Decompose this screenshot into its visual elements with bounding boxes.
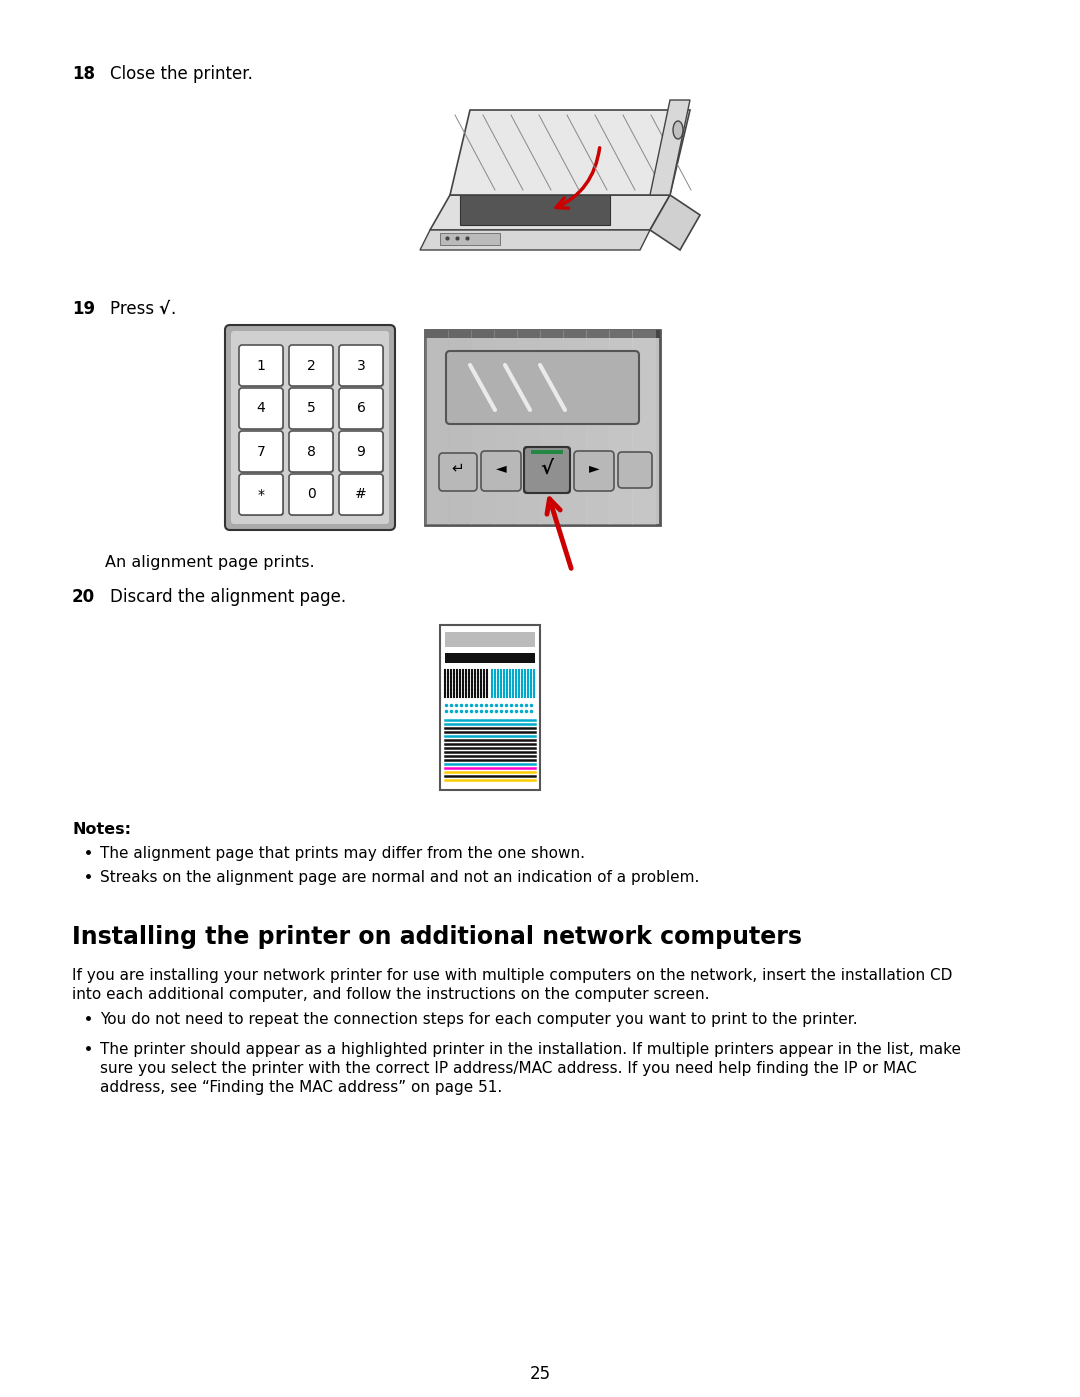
Text: 6: 6: [356, 401, 365, 415]
FancyBboxPatch shape: [340, 388, 384, 430]
FancyBboxPatch shape: [291, 432, 334, 474]
Bar: [445, 652, 535, 664]
FancyBboxPatch shape: [239, 432, 283, 472]
Text: An alignment page prints.: An alignment page prints.: [105, 555, 314, 570]
Text: The printer should appear as a highlighted printer in the installation. If multi: The printer should appear as a highlight…: [100, 1042, 961, 1058]
Text: 0: 0: [307, 488, 315, 502]
Text: 20: 20: [72, 588, 95, 606]
Bar: [426, 330, 449, 525]
Text: address, see “Finding the MAC address” on page 51.: address, see “Finding the MAC address” o…: [100, 1080, 502, 1095]
FancyBboxPatch shape: [240, 475, 284, 515]
FancyBboxPatch shape: [440, 624, 540, 789]
FancyBboxPatch shape: [289, 474, 333, 515]
Text: 18: 18: [72, 66, 95, 82]
FancyBboxPatch shape: [340, 432, 384, 474]
Polygon shape: [650, 101, 690, 196]
FancyBboxPatch shape: [239, 388, 283, 429]
Text: 8: 8: [307, 444, 315, 458]
FancyBboxPatch shape: [339, 345, 383, 386]
Text: ↵: ↵: [451, 461, 464, 475]
Text: Streaks on the alignment page are normal and not an indication of a problem.: Streaks on the alignment page are normal…: [100, 870, 700, 886]
Bar: [448, 330, 472, 525]
FancyBboxPatch shape: [231, 331, 389, 524]
Text: √: √: [540, 458, 554, 478]
FancyBboxPatch shape: [524, 447, 570, 493]
FancyBboxPatch shape: [446, 351, 639, 425]
FancyBboxPatch shape: [289, 432, 333, 472]
FancyBboxPatch shape: [291, 346, 334, 387]
Text: Discard the alignment page.: Discard the alignment page.: [110, 588, 346, 606]
FancyBboxPatch shape: [239, 474, 283, 515]
Bar: [540, 330, 564, 525]
Polygon shape: [650, 196, 700, 250]
Polygon shape: [430, 196, 670, 231]
Text: *: *: [257, 488, 265, 502]
FancyBboxPatch shape: [481, 451, 521, 490]
Bar: [445, 631, 535, 647]
Text: You do not need to repeat the connection steps for each computer you want to pri: You do not need to repeat the connection…: [100, 1011, 858, 1027]
FancyBboxPatch shape: [460, 196, 610, 225]
Bar: [471, 330, 495, 525]
Text: The alignment page that prints may differ from the one shown.: The alignment page that prints may diffe…: [100, 847, 585, 861]
Text: Notes:: Notes:: [72, 821, 131, 837]
FancyBboxPatch shape: [239, 345, 283, 386]
Polygon shape: [450, 110, 690, 196]
FancyBboxPatch shape: [438, 453, 477, 490]
FancyBboxPatch shape: [289, 345, 333, 386]
Bar: [632, 330, 656, 525]
FancyBboxPatch shape: [440, 233, 500, 244]
FancyBboxPatch shape: [340, 475, 384, 515]
Text: #: #: [355, 488, 367, 502]
Text: √: √: [158, 300, 170, 319]
Text: 4: 4: [257, 401, 266, 415]
FancyBboxPatch shape: [618, 453, 652, 488]
Text: 9: 9: [356, 444, 365, 458]
FancyBboxPatch shape: [291, 475, 334, 515]
Text: Press: Press: [110, 300, 160, 319]
Ellipse shape: [673, 122, 683, 138]
Text: 7: 7: [257, 444, 266, 458]
Text: Installing the printer on additional network computers: Installing the printer on additional net…: [72, 925, 802, 949]
FancyBboxPatch shape: [240, 432, 284, 474]
Text: 25: 25: [529, 1365, 551, 1383]
Text: 2: 2: [307, 359, 315, 373]
FancyBboxPatch shape: [426, 330, 660, 525]
Text: Close the printer.: Close the printer.: [110, 66, 253, 82]
Bar: [531, 450, 563, 454]
FancyBboxPatch shape: [573, 451, 615, 490]
Bar: [609, 330, 633, 525]
Text: 1: 1: [257, 359, 266, 373]
Text: sure you select the printer with the correct IP address/MAC address. If you need: sure you select the printer with the cor…: [100, 1060, 917, 1076]
Text: ◄: ◄: [496, 461, 507, 475]
Text: ►: ►: [589, 461, 599, 475]
Bar: [586, 330, 610, 525]
FancyBboxPatch shape: [339, 432, 383, 472]
Text: 3: 3: [356, 359, 365, 373]
FancyBboxPatch shape: [240, 346, 284, 387]
FancyBboxPatch shape: [340, 346, 384, 387]
Bar: [494, 330, 518, 525]
FancyBboxPatch shape: [291, 388, 334, 430]
FancyBboxPatch shape: [523, 446, 571, 495]
FancyBboxPatch shape: [240, 388, 284, 430]
FancyBboxPatch shape: [225, 326, 395, 529]
Text: 19: 19: [72, 300, 95, 319]
Bar: [517, 330, 541, 525]
Text: If you are installing your network printer for use with multiple computers on th: If you are installing your network print…: [72, 968, 953, 983]
Text: .: .: [170, 300, 175, 319]
FancyBboxPatch shape: [339, 388, 383, 429]
FancyBboxPatch shape: [339, 474, 383, 515]
FancyBboxPatch shape: [289, 388, 333, 429]
Text: into each additional computer, and follow the instructions on the computer scree: into each additional computer, and follo…: [72, 988, 710, 1002]
Polygon shape: [420, 231, 650, 250]
Bar: [426, 330, 660, 338]
Bar: [563, 330, 588, 525]
Text: 5: 5: [307, 401, 315, 415]
